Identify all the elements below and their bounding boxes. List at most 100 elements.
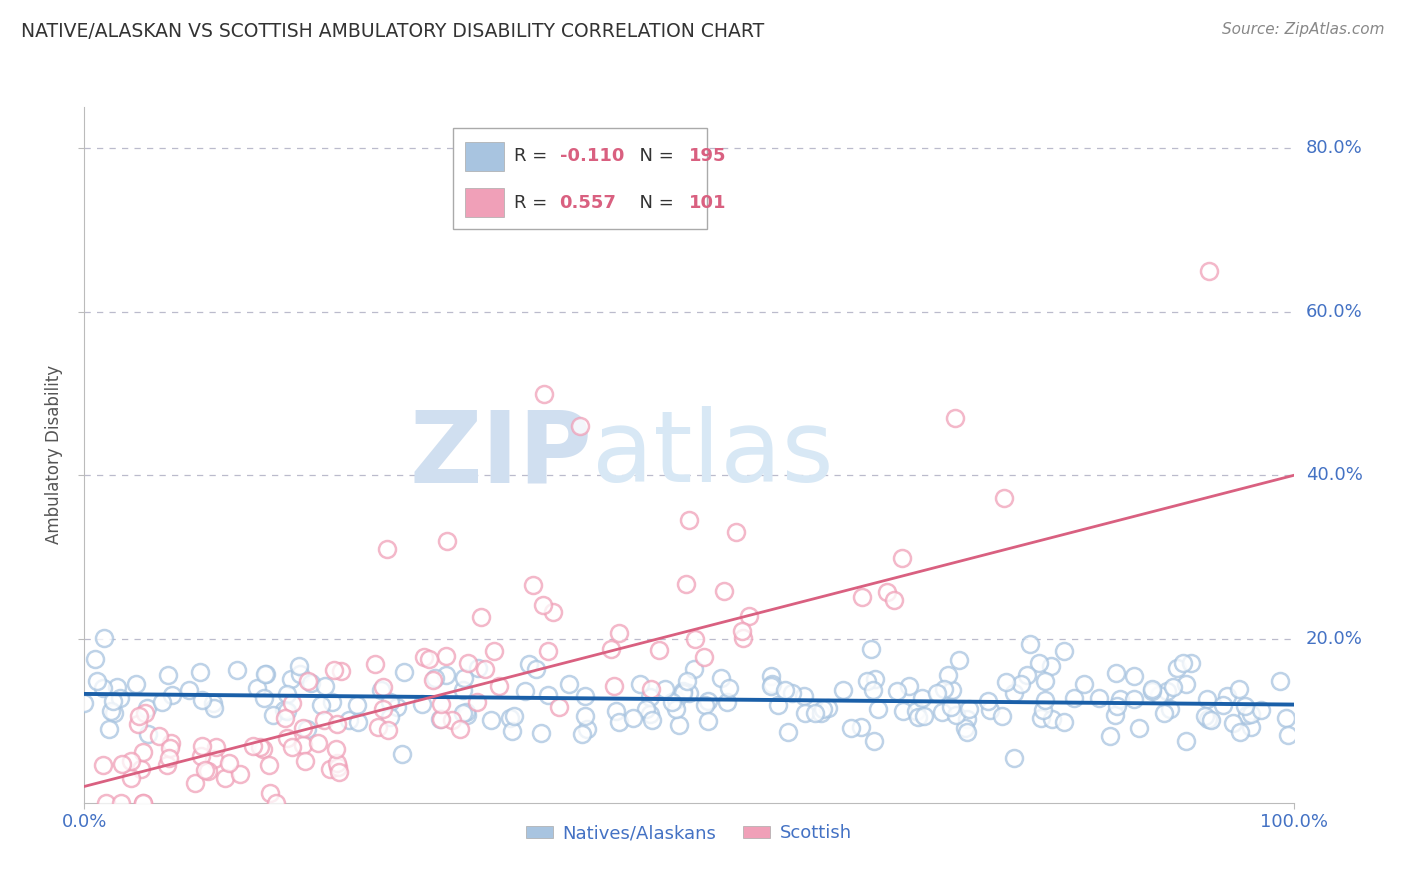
Point (1029, 711, 1052, 725)
Point (1033, 673, 1056, 688)
Point (411, 697, 433, 711)
Point (429, 712, 451, 726)
Point (111, 757, 134, 772)
Point (205, 740, 228, 755)
Point (574, 708, 596, 723)
Point (891, 551, 914, 566)
Point (326, 756, 349, 770)
Point (811, 702, 834, 716)
Point (1159, 702, 1181, 716)
Point (862, 683, 884, 698)
Point (638, 706, 661, 721)
Point (1063, 691, 1085, 706)
Point (83, 652, 105, 666)
Point (672, 685, 695, 699)
Point (839, 721, 862, 735)
Point (100, 704, 122, 718)
Point (676, 674, 699, 689)
Point (1122, 691, 1144, 706)
Point (803, 706, 825, 721)
Point (291, 722, 314, 736)
Point (378, 695, 401, 709)
Point (377, 723, 399, 738)
Point (766, 698, 789, 712)
Point (451, 683, 474, 698)
Point (524, 662, 547, 676)
Point (385, 700, 408, 714)
Point (307, 736, 329, 750)
Point (449, 722, 471, 736)
Point (1277, 728, 1299, 742)
Point (927, 686, 949, 700)
Point (956, 712, 979, 726)
Point (602, 679, 624, 693)
Point (558, 677, 581, 691)
Point (252, 742, 274, 756)
Point (136, 701, 159, 715)
Point (254, 667, 277, 681)
Point (1233, 699, 1256, 714)
Point (430, 698, 453, 712)
Point (776, 725, 799, 739)
Point (418, 652, 440, 666)
Point (851, 720, 873, 734)
Point (1156, 684, 1178, 698)
Point (276, 704, 298, 718)
Point (648, 643, 671, 657)
Point (831, 682, 853, 697)
Point (242, 739, 264, 754)
Point (793, 689, 815, 703)
Point (1142, 682, 1164, 697)
Point (697, 694, 720, 708)
Point (533, 599, 555, 613)
Point (1166, 661, 1188, 675)
Point (1040, 712, 1063, 726)
Point (957, 702, 980, 716)
Point (73, 696, 96, 710)
Point (197, 764, 219, 778)
Point (94, 796, 117, 810)
Point (451, 706, 474, 720)
Point (246, 681, 269, 695)
Point (1073, 676, 1095, 690)
Point (547, 699, 569, 714)
Point (1236, 708, 1258, 723)
Point (682, 662, 704, 676)
Point (883, 593, 905, 607)
Point (190, 749, 212, 764)
Point (157, 751, 180, 765)
Point (479, 713, 502, 727)
Point (103, 706, 125, 720)
Point (718, 681, 741, 695)
Point (672, 683, 695, 698)
Point (314, 713, 336, 727)
Point (1270, 673, 1292, 688)
Point (375, 542, 398, 557)
Point (391, 747, 413, 761)
Text: 101: 101 (689, 194, 727, 212)
Point (600, 642, 623, 657)
Point (953, 722, 976, 736)
Point (891, 704, 914, 718)
Point (1107, 698, 1129, 713)
Point (683, 632, 706, 647)
Point (530, 725, 553, 739)
Point (693, 698, 716, 712)
Point (665, 693, 688, 707)
Point (254, 667, 277, 681)
Point (1222, 715, 1244, 730)
Point (229, 766, 252, 780)
Point (1128, 722, 1150, 736)
Text: 60.0%: 60.0% (1306, 302, 1362, 321)
Point (159, 740, 181, 755)
Point (1105, 666, 1128, 681)
Point (710, 671, 733, 685)
Point (218, 756, 240, 770)
Point (101, 694, 124, 708)
Point (436, 533, 458, 548)
Point (533, 386, 555, 401)
Point (1275, 710, 1298, 724)
Point (810, 706, 832, 720)
Point (941, 682, 963, 697)
Point (794, 706, 817, 720)
